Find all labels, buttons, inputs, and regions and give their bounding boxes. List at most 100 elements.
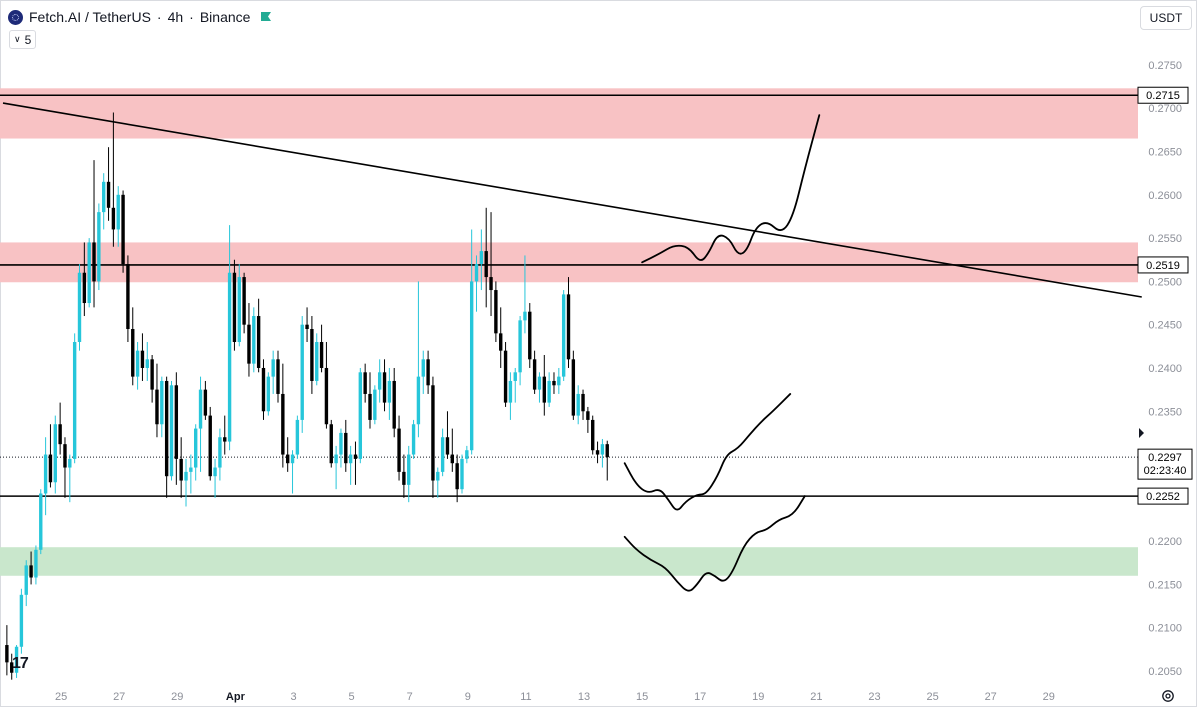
scroll-right-icon[interactable] (1139, 428, 1144, 438)
candle-body (24, 565, 28, 595)
candle-body (411, 424, 416, 455)
candle-body (276, 359, 280, 394)
candle-body (523, 311, 527, 321)
candle-body (295, 419, 300, 455)
y-tick-label: 0.2100 (1148, 623, 1182, 635)
candle-body (348, 454, 353, 464)
interval-label[interactable]: 4h (167, 9, 184, 25)
candle-body (503, 350, 508, 403)
level-0.2252-label: 0.2252 (1146, 491, 1180, 503)
deep-dip-path[interactable] (623, 495, 806, 592)
candle-body (111, 207, 116, 230)
candle-body (72, 342, 77, 459)
descending-trendline[interactable] (2, 102, 1142, 298)
y-tick-label: 0.2550 (1148, 233, 1182, 245)
candle-body (43, 454, 48, 494)
candle-body (194, 428, 198, 468)
symbol-header: Fetch.AI / TetherUS · 4h · Binance (8, 6, 272, 28)
tradingview-logo[interactable]: 17 (12, 655, 29, 673)
level-0.2519-badge (1137, 256, 1189, 274)
candle-body (552, 380, 556, 386)
candle-body (344, 432, 348, 464)
range-bounce-path[interactable] (623, 393, 792, 511)
candle-body (373, 389, 377, 420)
candle-body (290, 454, 295, 464)
candle-body (387, 380, 392, 403)
candle-body (528, 311, 532, 360)
settings-gear-icon[interactable] (1161, 689, 1175, 703)
candle-body (407, 454, 411, 485)
candle-body (256, 316, 261, 368)
bullish-breakout-path[interactable] (641, 114, 821, 264)
candle-body (39, 493, 43, 550)
candle-body (310, 329, 314, 381)
x-tick-label: 9 (465, 691, 471, 703)
candle-body (436, 471, 440, 481)
candle-body (10, 662, 14, 673)
last-price-badge (1137, 448, 1193, 480)
y-tick-label: 0.2700 (1148, 103, 1182, 115)
candle-body (97, 212, 101, 282)
y-tick-label: 0.2200 (1148, 536, 1182, 548)
candle-body (135, 350, 140, 377)
x-tick-label: 29 (1043, 691, 1055, 703)
symbol-name[interactable]: Fetch.AI / TetherUS (29, 9, 151, 25)
candle-body (445, 437, 450, 455)
x-tick-label: 21 (810, 691, 822, 703)
candle-body (329, 424, 333, 464)
candle-body (208, 415, 212, 477)
candle-body (227, 272, 232, 442)
resistance-zone-upper (0, 88, 1138, 139)
bar-countdown-label: 02:23:40 (1144, 465, 1187, 477)
candle-body (431, 385, 435, 481)
separator-dot: · (156, 9, 162, 25)
candle-body (334, 454, 338, 464)
candle-body (213, 467, 217, 477)
candle-body (261, 367, 266, 412)
candle-body (102, 181, 106, 213)
candle-body (271, 359, 275, 377)
chevron-down-icon: ∨ (14, 34, 21, 44)
y-tick-label: 0.2400 (1148, 363, 1182, 375)
candle-body (121, 194, 125, 265)
candle-body (440, 437, 445, 472)
candle-body (455, 463, 459, 490)
candle-body (223, 437, 227, 442)
candle-body (29, 565, 33, 578)
candle-body (591, 419, 595, 451)
flag-icon[interactable] (260, 11, 272, 23)
candle-body (14, 646, 19, 673)
candle-body (561, 294, 566, 377)
candle-body (397, 428, 401, 472)
candle-body (402, 471, 406, 485)
candle-body (87, 242, 91, 304)
currency-button[interactable]: USDT (1140, 6, 1192, 30)
candle-body (469, 281, 474, 451)
y-tick-label: 0.2450 (1148, 320, 1182, 332)
x-tick-label: 19 (752, 691, 764, 703)
x-tick-label: 29 (171, 691, 183, 703)
candle-body (382, 372, 387, 403)
x-tick-label: 11 (520, 691, 531, 703)
candle-body (164, 380, 169, 477)
candle-body (77, 272, 82, 342)
candle-body (489, 277, 493, 291)
candle-body (126, 264, 130, 330)
last-price-label: 0.2297 (1148, 452, 1182, 464)
candle-body (392, 380, 396, 429)
candle-body (218, 437, 222, 468)
candle-body (581, 393, 585, 412)
x-tick-label: 25 (926, 691, 938, 703)
candle-body (465, 450, 469, 459)
candle-body (494, 290, 498, 334)
collapse-button[interactable]: ∨ 5 (9, 30, 37, 49)
candle-body (68, 458, 72, 468)
candle-body (247, 324, 251, 364)
candle-body (58, 424, 62, 445)
resistance-zone-lower (0, 242, 1138, 283)
candle-body (484, 251, 488, 278)
y-tick-label: 0.2350 (1148, 406, 1182, 418)
drawings-layer (2, 102, 1142, 592)
